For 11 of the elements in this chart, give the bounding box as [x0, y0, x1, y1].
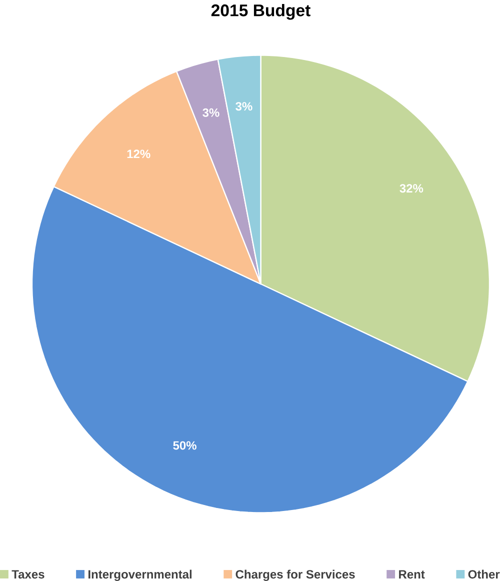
legend-label: Rent: [399, 570, 425, 579]
legend-label: Taxes: [12, 570, 44, 579]
legend-label: Intergovernmental: [88, 570, 192, 581]
data-label: 3%: [202, 108, 220, 117]
chart-title: 2015 Budget: [211, 4, 311, 20]
data-label: 32%: [400, 184, 424, 193]
data-label: 3%: [236, 102, 252, 111]
legend-label: Charges for Services: [236, 570, 355, 581]
legend-label: Other: [468, 570, 500, 579]
data-label: 50%: [173, 441, 197, 450]
data-label: 12%: [127, 150, 150, 158]
